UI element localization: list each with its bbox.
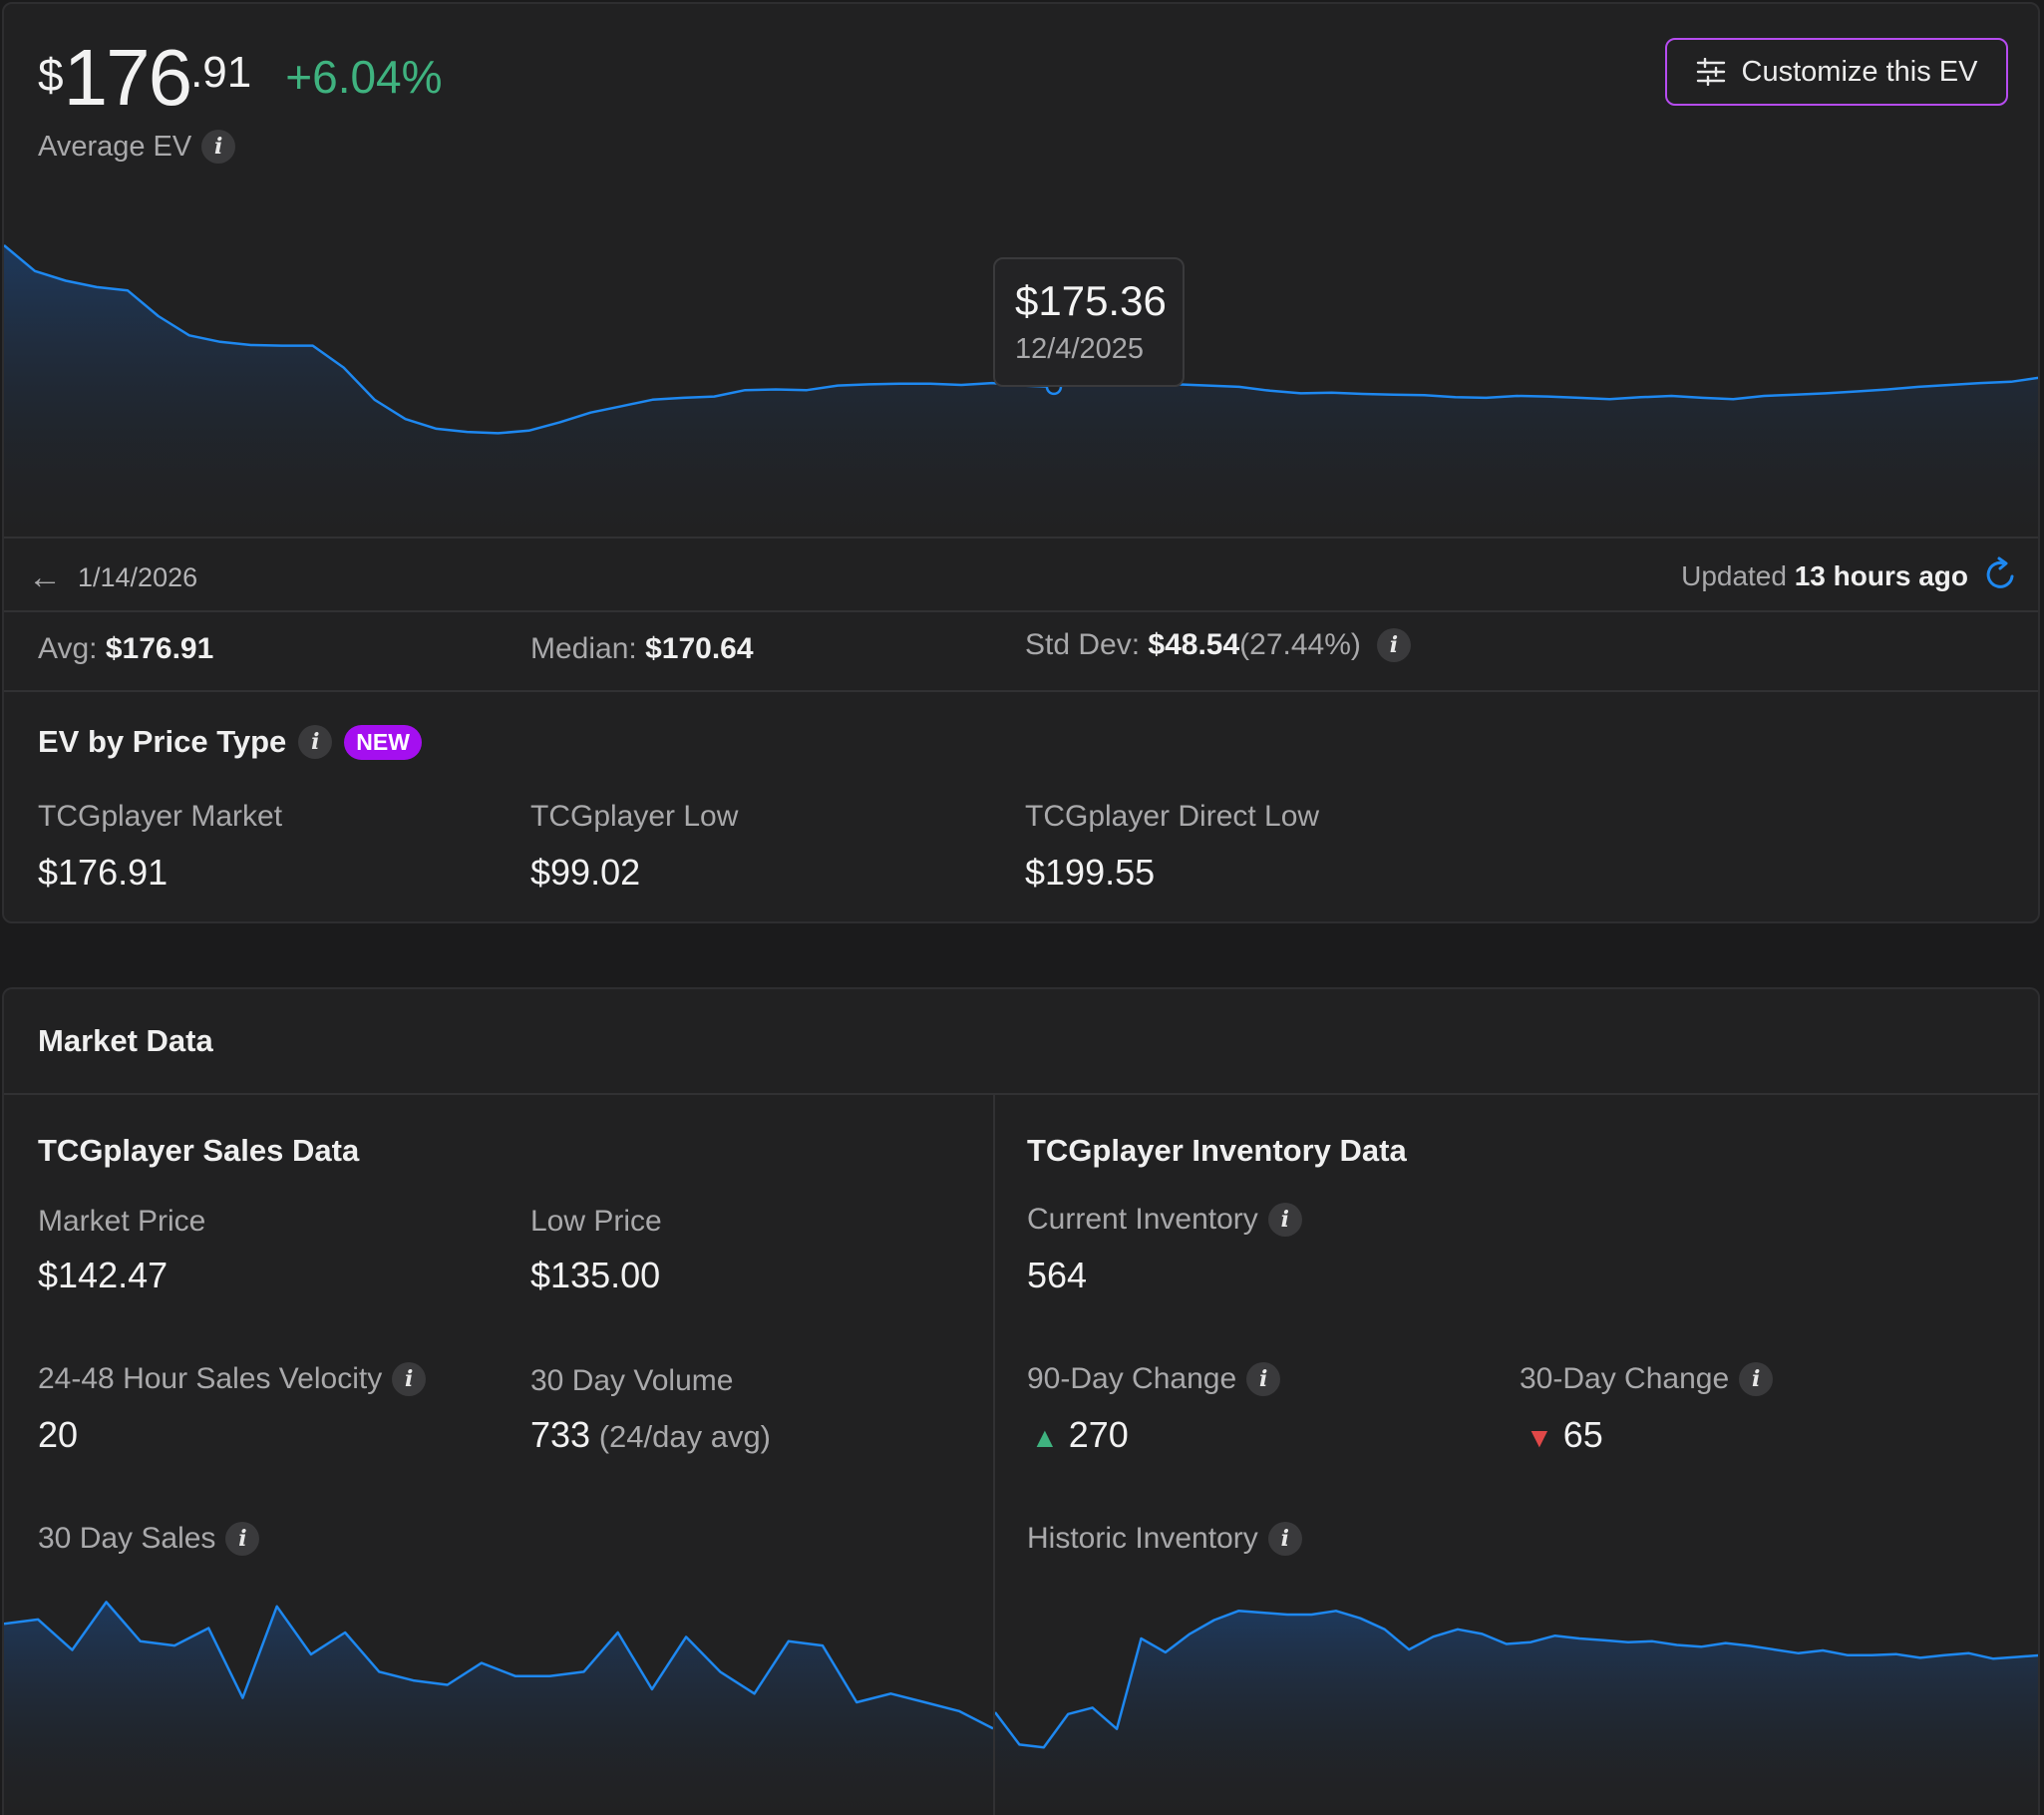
info-icon[interactable]: i [392, 1362, 427, 1396]
tooltip-date: 12/4/2025 [1015, 333, 1145, 365]
inventory-chart[interactable] [995, 1568, 2040, 1815]
triangle-down-icon: ▼ [1526, 1422, 1553, 1453]
stats-row: Avg: $176.91 Median: $170.64 Std Dev: $4… [4, 610, 2038, 690]
stat-std-value: $48.54 [1148, 628, 1240, 661]
stat-median: Median: $170.64 [530, 632, 754, 666]
price-type-label: TCGplayer Market [38, 800, 283, 833]
inventory-series-area [995, 1611, 2038, 1815]
updated-status: Updated 13 hours ago [1681, 560, 1968, 592]
market-data-title: Market Data [38, 1023, 213, 1058]
volume-label: 30 Day Volume [530, 1364, 734, 1397]
price-type-value: $99.02 [530, 852, 641, 893]
price-type-value: $199.55 [1025, 852, 1156, 893]
market-price-label: Market Price [38, 1205, 206, 1238]
sales-velocity-text: 24-48 Hour Sales Velocity [38, 1362, 383, 1395]
average-ev-price: $ 176 .91 +6.04% [38, 38, 443, 118]
volume-number: 733 [530, 1414, 591, 1455]
average-ev-text: Average EV [38, 130, 192, 163]
stat-std-dev: Std Dev: $48.54 (27.44%) i [1025, 628, 1411, 662]
customize-ev-button[interactable]: Customize this EV [1665, 38, 2008, 106]
volume-sub: (24/day avg) [590, 1419, 772, 1454]
updated-value: 13 hours ago [1794, 560, 1968, 591]
updated-prefix: Updated [1681, 560, 1795, 591]
chart-tooltip: $175.36 12/4/2025 [993, 257, 1185, 387]
inventory-chart-label: Historic Inventory i [1027, 1522, 1302, 1556]
sales-velocity-value: 20 [38, 1414, 79, 1455]
info-icon[interactable]: i [201, 130, 236, 164]
price-type-label: TCGplayer Low [530, 800, 739, 833]
change30-value: ▼ 65 [1526, 1414, 1603, 1456]
inventory-data-title: TCGplayer Inventory Data [1027, 1133, 1407, 1168]
info-icon[interactable]: i [225, 1522, 260, 1556]
price-decimal: .91 [190, 48, 252, 97]
market-data-header: Market Data [4, 989, 2038, 1095]
current-inventory-value: 564 [1027, 1255, 1088, 1295]
market-price-value: $142.47 [38, 1255, 169, 1295]
change30-number: 65 [1562, 1414, 1603, 1455]
stat-std-pct: (27.44%) [1239, 628, 1361, 661]
stat-median-label: Median: [530, 632, 646, 665]
info-icon[interactable]: i [1376, 628, 1411, 662]
selected-date: 1/14/2026 [78, 562, 198, 592]
tooltip-value: $175.36 [1015, 277, 1167, 324]
price-integer: 176 [63, 33, 192, 122]
volume-value: 733 (24/day avg) [530, 1414, 771, 1456]
change90-value: ▲ 270 [1031, 1414, 1129, 1456]
ev-card: $ 176 .91 +6.04% Average EV i Customize … [2, 2, 2040, 923]
column-divider [993, 1095, 995, 1815]
sliders-icon [1696, 58, 1725, 86]
price-type-value: $176.91 [38, 852, 169, 893]
change90-number: 270 [1068, 1414, 1129, 1455]
info-icon[interactable]: i [1246, 1362, 1281, 1396]
change30-text: 30-Day Change [1520, 1362, 1730, 1395]
ev-by-price-type-section: EV by Price Type i NEW TCGplayer Market … [4, 690, 2038, 921]
inventory-series-line [995, 1610, 2038, 1749]
sales-chart[interactable] [4, 1568, 993, 1815]
sales-velocity-label: 24-48 Hour Sales Velocity i [38, 1362, 427, 1396]
market-data-card: Market Data TCGplayer Sales Data Market … [2, 987, 2040, 1815]
triangle-up-icon: ▲ [1031, 1422, 1059, 1453]
low-price-value: $135.00 [530, 1255, 661, 1295]
info-icon[interactable]: i [298, 725, 333, 759]
average-ev-label: Average EV i [38, 130, 236, 164]
inventory-chart-text: Historic Inventory [1027, 1522, 1258, 1555]
stat-avg-value: $176.91 [105, 632, 214, 665]
current-inventory-label: Current Inventory i [1027, 1203, 1302, 1237]
currency-symbol: $ [38, 49, 64, 101]
refresh-icon[interactable] [1984, 556, 2018, 592]
info-icon[interactable]: i [1267, 1522, 1302, 1556]
ev-series-area [4, 245, 2038, 537]
ev-by-type-title: EV by Price Type [38, 724, 287, 759]
customize-ev-label: Customize this EV [1741, 55, 1978, 88]
date-nav-row: ← 1/14/2026 Updated 13 hours ago [4, 537, 2038, 610]
new-badge: NEW [344, 724, 422, 760]
sales-chart-text: 30 Day Sales [38, 1522, 216, 1555]
stat-median-value: $170.64 [645, 632, 754, 665]
sales-series-area [4, 1602, 993, 1815]
section-title: EV by Price Type i NEW [38, 724, 422, 760]
price-change: +6.04% [285, 51, 443, 103]
current-inventory-text: Current Inventory [1027, 1203, 1258, 1236]
price-type-label: TCGplayer Direct Low [1025, 800, 1320, 833]
stat-avg: Avg: $176.91 [38, 632, 213, 666]
sales-chart-label: 30 Day Sales i [38, 1522, 260, 1556]
change30-label: 30-Day Change i [1520, 1362, 1774, 1396]
change90-text: 90-Day Change [1027, 1362, 1237, 1395]
back-arrow-icon[interactable]: ← [28, 558, 62, 596]
info-icon[interactable]: i [1267, 1203, 1302, 1237]
sales-series-line [4, 1601, 993, 1730]
stat-avg-label: Avg: [38, 632, 106, 665]
info-icon[interactable]: i [1739, 1362, 1774, 1396]
sales-data-title: TCGplayer Sales Data [38, 1133, 360, 1168]
change90-label: 90-Day Change i [1027, 1362, 1281, 1396]
low-price-label: Low Price [530, 1205, 662, 1238]
stat-std-label: Std Dev: [1025, 628, 1141, 661]
